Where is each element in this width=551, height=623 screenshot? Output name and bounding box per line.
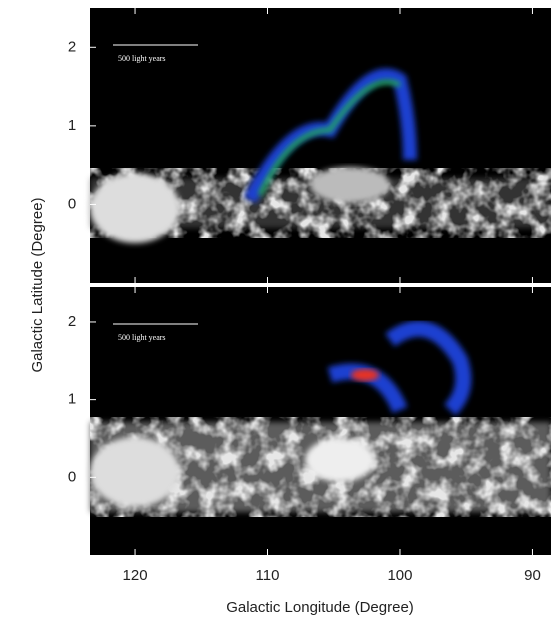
y-tick-label: 1 bbox=[68, 117, 76, 134]
y-tick-label: 0 bbox=[68, 468, 76, 485]
y-axis-label: Galactic Latitude (Degree) bbox=[29, 197, 46, 372]
x-tick-label: 110 bbox=[256, 567, 280, 584]
x-tick-label: 90 bbox=[524, 567, 541, 584]
x-tick-label: 100 bbox=[387, 567, 412, 584]
bright-region bbox=[310, 167, 390, 203]
map-background bbox=[90, 8, 551, 283]
scale-label: 500 light years bbox=[118, 54, 166, 63]
map-image bbox=[90, 8, 551, 283]
bright-region bbox=[305, 438, 375, 482]
x-axis-label: Galactic Longitude (Degree) bbox=[226, 599, 414, 616]
map-image bbox=[90, 287, 551, 555]
y-tick-label: 2 bbox=[68, 313, 76, 330]
figure: 0 1 2 500 light years Galactic Latitude (Deg… bbox=[0, 0, 551, 623]
bright-region bbox=[90, 437, 180, 507]
bright-region bbox=[90, 173, 180, 243]
y-tick-label: 0 bbox=[68, 195, 76, 212]
y-tick-label: 2 bbox=[68, 38, 76, 55]
scale-label: 500 light years bbox=[118, 333, 166, 342]
y-tick-label: 1 bbox=[68, 391, 76, 408]
x-tick-label: 120 bbox=[123, 567, 148, 584]
hot-spot bbox=[351, 369, 379, 381]
